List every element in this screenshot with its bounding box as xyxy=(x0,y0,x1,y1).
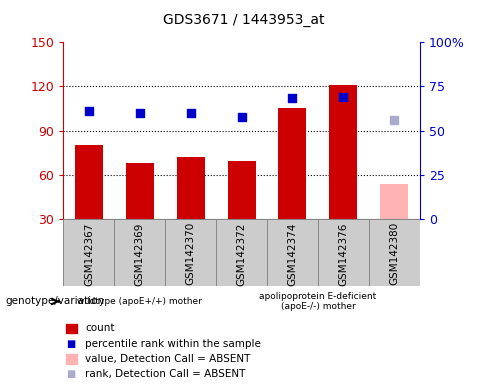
Point xyxy=(340,94,347,100)
Text: GSM142372: GSM142372 xyxy=(237,222,246,286)
Bar xyxy=(165,219,216,286)
Text: GSM142370: GSM142370 xyxy=(185,222,196,285)
Text: percentile rank within the sample: percentile rank within the sample xyxy=(85,339,261,349)
Bar xyxy=(227,161,256,219)
Bar xyxy=(75,145,103,219)
Bar xyxy=(267,219,318,286)
Bar xyxy=(114,219,165,286)
Point xyxy=(390,117,398,123)
Text: ■: ■ xyxy=(67,369,76,379)
Bar xyxy=(216,219,267,286)
Bar xyxy=(63,219,114,286)
Bar xyxy=(318,219,369,286)
Point xyxy=(288,95,296,101)
Text: GSM142369: GSM142369 xyxy=(135,222,145,286)
Text: wildtype (apoE+/+) mother: wildtype (apoE+/+) mother xyxy=(77,297,202,306)
Text: GSM142376: GSM142376 xyxy=(338,222,348,286)
Text: GSM142380: GSM142380 xyxy=(389,222,399,285)
Point xyxy=(238,114,245,121)
Bar xyxy=(279,109,306,219)
Point xyxy=(136,110,143,116)
Text: genotype/variation: genotype/variation xyxy=(5,296,104,306)
Text: GSM142367: GSM142367 xyxy=(84,222,94,286)
Text: GSM142374: GSM142374 xyxy=(287,222,298,286)
Text: GDS3671 / 1443953_at: GDS3671 / 1443953_at xyxy=(163,13,325,27)
Text: value, Detection Call = ABSENT: value, Detection Call = ABSENT xyxy=(85,354,251,364)
Text: apolipoprotein E-deficient
(apoE-/-) mother: apolipoprotein E-deficient (apoE-/-) mot… xyxy=(259,292,377,311)
Text: ■: ■ xyxy=(67,339,76,349)
Bar xyxy=(177,157,204,219)
Bar xyxy=(380,184,408,219)
Text: count: count xyxy=(85,323,115,333)
Point xyxy=(85,108,93,114)
Bar xyxy=(369,219,420,286)
Bar xyxy=(329,85,357,219)
Point xyxy=(187,110,195,116)
Text: rank, Detection Call = ABSENT: rank, Detection Call = ABSENT xyxy=(85,369,246,379)
Bar xyxy=(126,163,154,219)
